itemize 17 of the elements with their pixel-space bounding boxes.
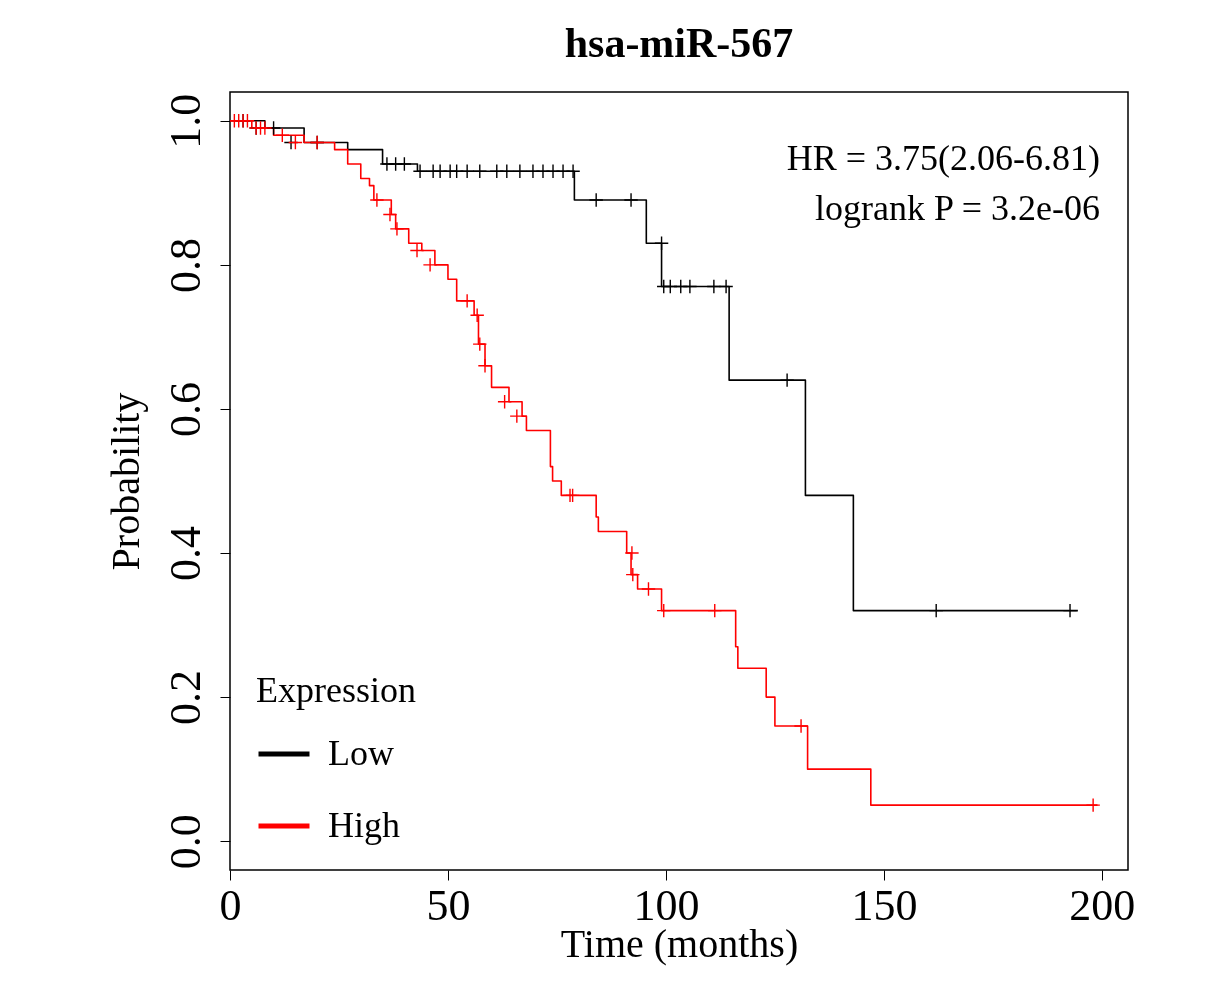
annotation: logrank P = 3.2e-06 bbox=[815, 188, 1100, 228]
y-tick-label: 0.4 bbox=[160, 526, 210, 582]
y-tick-label: 0.6 bbox=[160, 381, 210, 437]
chart-title: hsa-miR-567 bbox=[564, 20, 794, 66]
legend-label: High bbox=[328, 805, 400, 845]
x-tick-label: 0 bbox=[219, 880, 242, 930]
legend-title: Expression bbox=[256, 670, 416, 710]
legend-label: Low bbox=[328, 733, 394, 773]
y-tick-label: 0.2 bbox=[160, 670, 210, 726]
y-axis-title: Probability bbox=[102, 392, 148, 571]
y-tick-label: 0.0 bbox=[160, 814, 210, 870]
y-tick-label: 0.8 bbox=[160, 237, 210, 293]
y-tick-label: 1.0 bbox=[160, 93, 210, 149]
annotation: HR = 3.75(2.06-6.81) bbox=[786, 138, 1100, 178]
x-tick-label: 150 bbox=[851, 880, 918, 930]
x-tick-label: 50 bbox=[426, 880, 471, 930]
x-tick-label: 200 bbox=[1069, 880, 1136, 930]
